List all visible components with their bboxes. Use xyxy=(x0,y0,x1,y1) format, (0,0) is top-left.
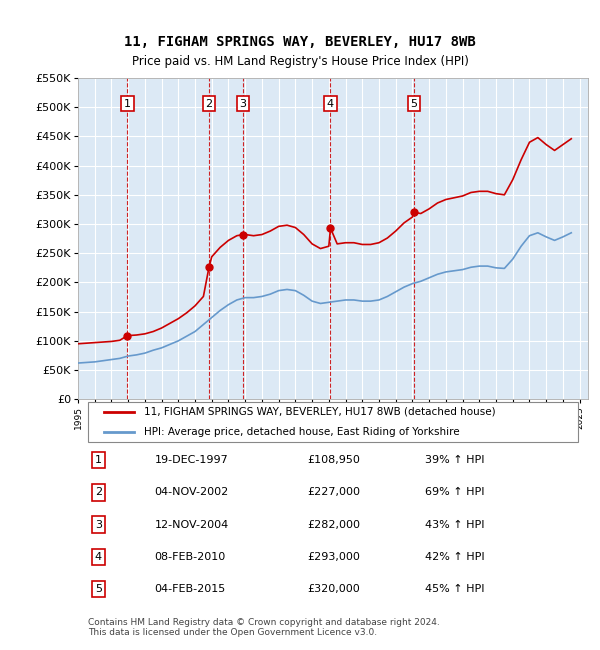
Text: 5: 5 xyxy=(410,99,418,109)
Text: £320,000: £320,000 xyxy=(308,584,360,594)
Text: 2: 2 xyxy=(95,488,102,497)
Text: 43% ↑ HPI: 43% ↑ HPI xyxy=(425,519,484,530)
Text: 42% ↑ HPI: 42% ↑ HPI xyxy=(425,552,484,562)
Text: 08-FEB-2010: 08-FEB-2010 xyxy=(155,552,226,562)
Text: £227,000: £227,000 xyxy=(308,488,361,497)
Text: £282,000: £282,000 xyxy=(308,519,361,530)
Text: 04-NOV-2002: 04-NOV-2002 xyxy=(155,488,229,497)
Text: 1: 1 xyxy=(95,455,102,465)
Text: 39% ↑ HPI: 39% ↑ HPI xyxy=(425,455,484,465)
FancyBboxPatch shape xyxy=(88,402,578,442)
Text: Price paid vs. HM Land Registry's House Price Index (HPI): Price paid vs. HM Land Registry's House … xyxy=(131,55,469,68)
Text: HPI: Average price, detached house, East Riding of Yorkshire: HPI: Average price, detached house, East… xyxy=(145,426,460,437)
Text: Contains HM Land Registry data © Crown copyright and database right 2024.
This d: Contains HM Land Registry data © Crown c… xyxy=(88,618,440,637)
Text: £293,000: £293,000 xyxy=(308,552,361,562)
Text: 1: 1 xyxy=(124,99,131,109)
Text: 45% ↑ HPI: 45% ↑ HPI xyxy=(425,584,484,594)
Text: 04-FEB-2015: 04-FEB-2015 xyxy=(155,584,226,594)
Text: £108,950: £108,950 xyxy=(308,455,361,465)
Text: 69% ↑ HPI: 69% ↑ HPI xyxy=(425,488,484,497)
Text: 11, FIGHAM SPRINGS WAY, BEVERLEY, HU17 8WB (detached house): 11, FIGHAM SPRINGS WAY, BEVERLEY, HU17 8… xyxy=(145,407,496,417)
Text: 2: 2 xyxy=(206,99,212,109)
Text: 11, FIGHAM SPRINGS WAY, BEVERLEY, HU17 8WB: 11, FIGHAM SPRINGS WAY, BEVERLEY, HU17 8… xyxy=(124,35,476,49)
Text: 12-NOV-2004: 12-NOV-2004 xyxy=(155,519,229,530)
Text: 4: 4 xyxy=(95,552,102,562)
Text: 3: 3 xyxy=(95,519,102,530)
Text: 4: 4 xyxy=(327,99,334,109)
Text: 3: 3 xyxy=(239,99,247,109)
Text: 5: 5 xyxy=(95,584,102,594)
Text: 19-DEC-1997: 19-DEC-1997 xyxy=(155,455,228,465)
